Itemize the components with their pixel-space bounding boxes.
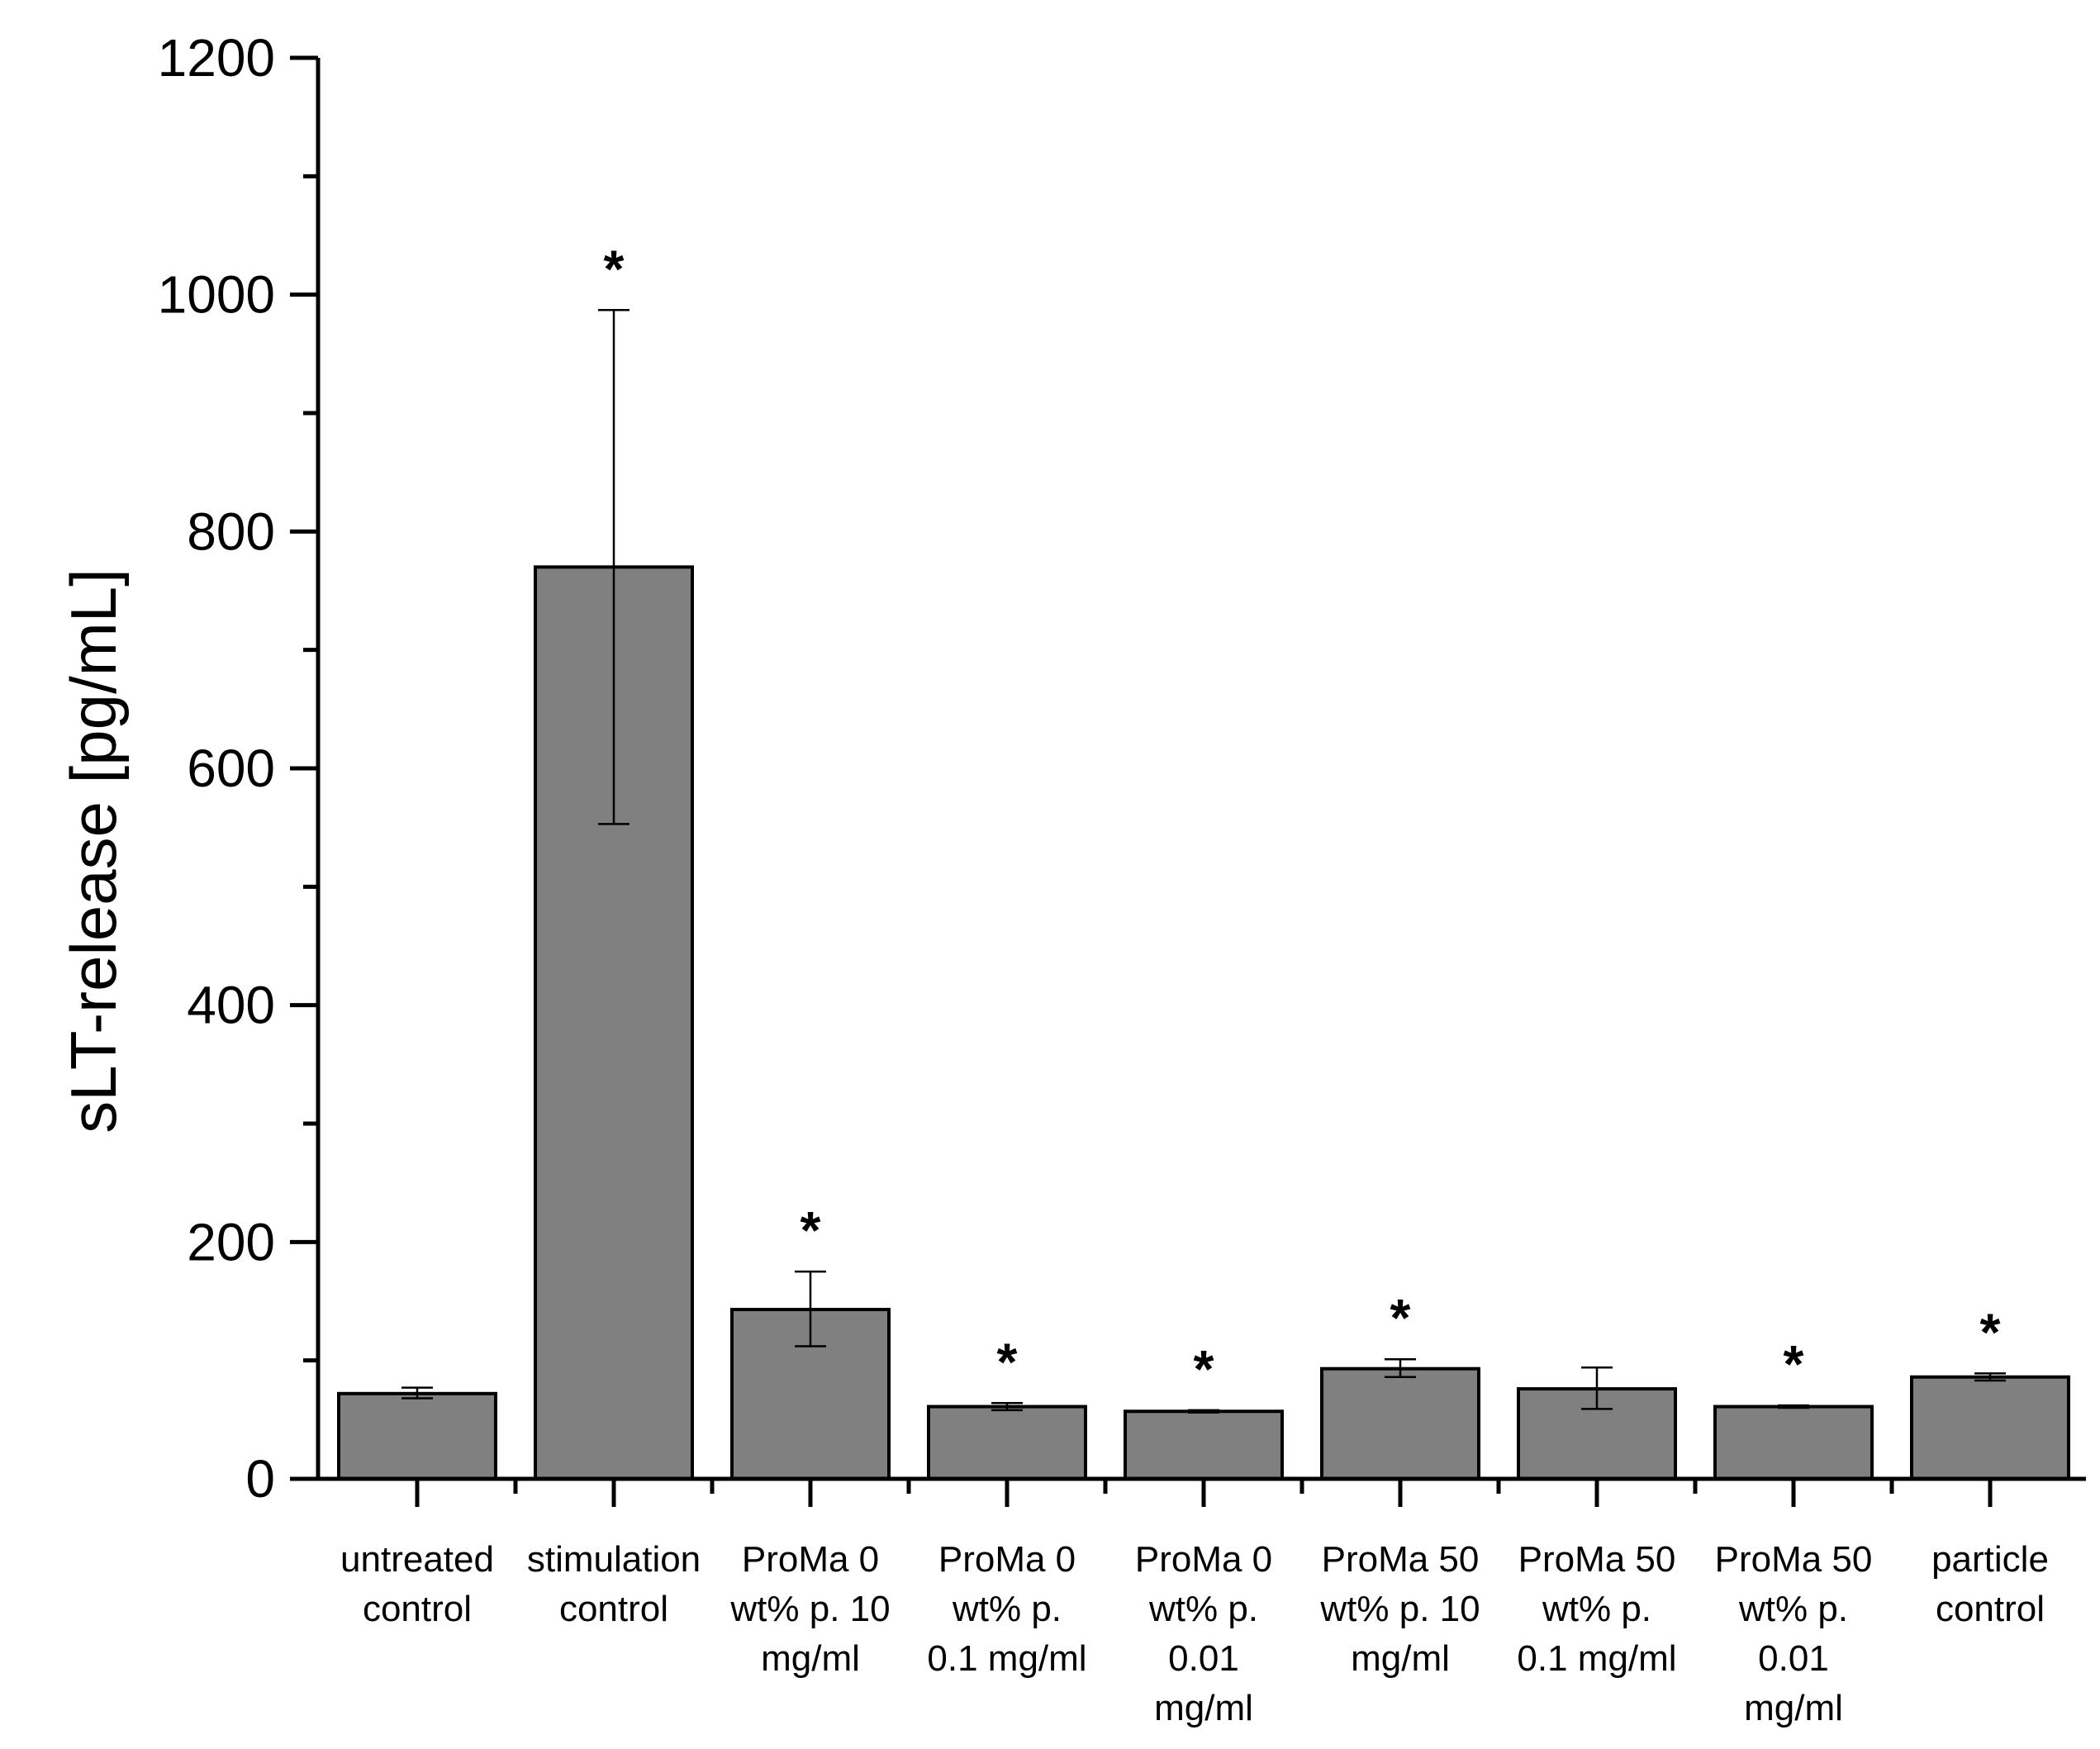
error-bar-6: [1385, 1357, 1416, 1378]
significance-marker-5: *: [1194, 1339, 1214, 1399]
error-bar-4: [991, 1402, 1023, 1412]
x-tick-label-4: ProMa 0 wt% p. 0.1 mg/ml: [927, 1539, 1086, 1679]
x-tick-label-1: untreated control: [340, 1539, 494, 1629]
y-tick-label: 1200: [158, 28, 275, 88]
y-axis: 0 200 400 600 800 1000 1200: [158, 28, 321, 1509]
error-bar-8: [1778, 1404, 1809, 1409]
x-tick-label-9: particle control: [1931, 1539, 2049, 1629]
x-tick-label-7: ProMa 50 wt% p. 0.1 mg/ml: [1517, 1539, 1676, 1679]
plot-area: * * * * * * *: [318, 239, 2086, 1507]
error-bar-7: [1581, 1366, 1613, 1410]
significance-marker-2: *: [604, 239, 625, 298]
error-bar-9: [1974, 1372, 2006, 1382]
x-tick-label-3: ProMa 0 wt% p. 10 mg/ml: [729, 1539, 890, 1679]
x-tick-labels: untreated control stimulation control ProMa …: [340, 1539, 2049, 1728]
y-tick-label: 0: [245, 1449, 275, 1509]
bar-4: [927, 1404, 1087, 1480]
y-tick-label: 800: [187, 501, 275, 561]
y-tick-label: 1000: [158, 265, 275, 325]
significance-marker-8: *: [1784, 1334, 1804, 1394]
bar-5: [1124, 1409, 1284, 1481]
significance-marker-4: *: [997, 1332, 1018, 1391]
error-bar-3: [795, 1270, 826, 1347]
x-tick-label-5: ProMa 0 wt% p. 0.01 mg/ml: [1135, 1539, 1272, 1728]
error-bar-1: [401, 1386, 433, 1400]
bar-1: [337, 1391, 497, 1481]
y-tick-label: 400: [187, 976, 275, 1035]
bar-8: [1713, 1404, 1874, 1480]
error-bar-5: [1188, 1409, 1219, 1414]
y-tick-label: 200: [187, 1212, 275, 1271]
y-axis-title: sLT-release [pg/mL]: [57, 568, 130, 1134]
y-tick-label: 600: [187, 739, 275, 798]
significance-marker-3: *: [801, 1200, 821, 1260]
bar-6: [1320, 1366, 1480, 1480]
error-bar-2: [598, 309, 630, 825]
x-tick-label-2: stimulation control: [527, 1539, 701, 1629]
significance-marker-9: *: [1980, 1302, 2001, 1362]
significance-marker-6: *: [1390, 1288, 1411, 1347]
bar-9: [1910, 1375, 2070, 1480]
x-tick-label-8: ProMa 50 wt% p. 0.01 mg/ml: [1715, 1539, 1873, 1728]
x-tick-label-6: ProMa 50 wt% p. 10 mg/ml: [1319, 1539, 1480, 1679]
